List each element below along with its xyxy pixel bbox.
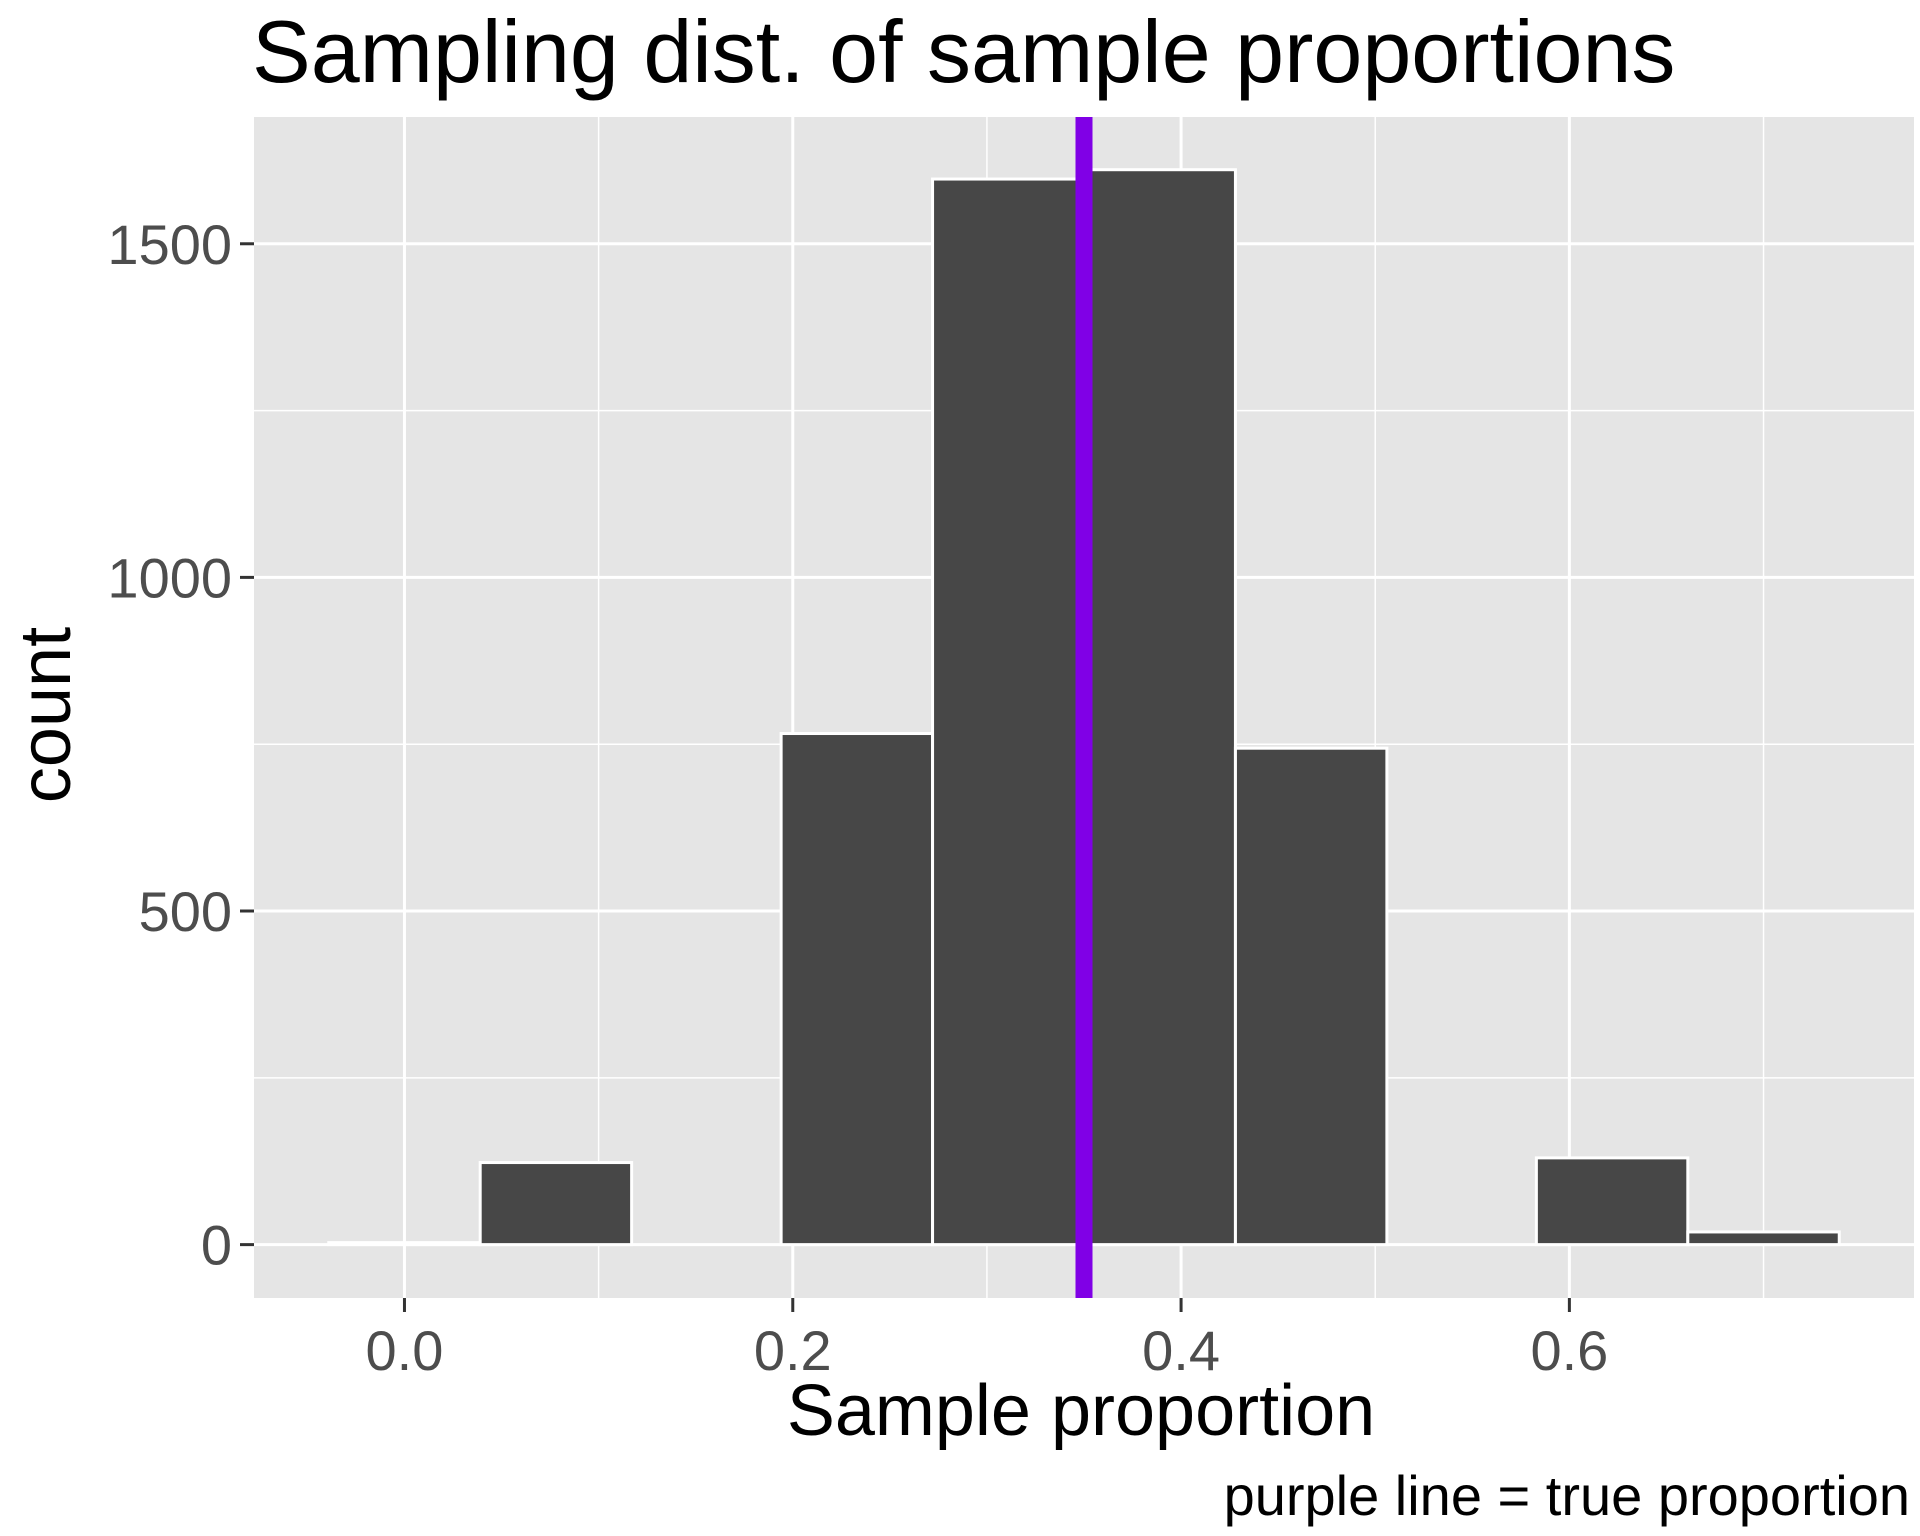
x-axis: 0.0 0.2 0.4 0.6 — [366, 1298, 1608, 1382]
histogram-bar — [1686, 1230, 1841, 1247]
y-tick-label: 1000 — [107, 546, 232, 609]
y-tick-label: 0 — [201, 1214, 232, 1277]
histogram-bar — [327, 1241, 482, 1247]
histogram-bar — [931, 177, 1086, 1247]
histogram-bar — [1082, 168, 1237, 1247]
x-tick-label: 0.4 — [1142, 1319, 1220, 1382]
y-tick-label: 500 — [139, 880, 232, 943]
histogram-bar — [779, 732, 935, 1247]
y-tick-label: 1500 — [107, 213, 232, 276]
x-tick-label: 0.2 — [754, 1319, 832, 1382]
histogram-bar — [478, 1161, 634, 1247]
histogram-bar — [1233, 746, 1389, 1247]
y-axis: 0 500 1000 1500 — [107, 213, 254, 1277]
y-axis-title: count — [6, 627, 86, 803]
x-axis-title: Sample proportion — [787, 1371, 1375, 1451]
x-tick-label: 0.6 — [1530, 1319, 1608, 1382]
x-tick-label: 0.0 — [366, 1319, 444, 1382]
histogram-bars — [327, 168, 1841, 1247]
chart-caption: purple line = true proportion — [1224, 1464, 1910, 1527]
histogram-bar — [1534, 1156, 1690, 1247]
chart-title: Sampling dist. of sample proportions — [252, 2, 1675, 101]
